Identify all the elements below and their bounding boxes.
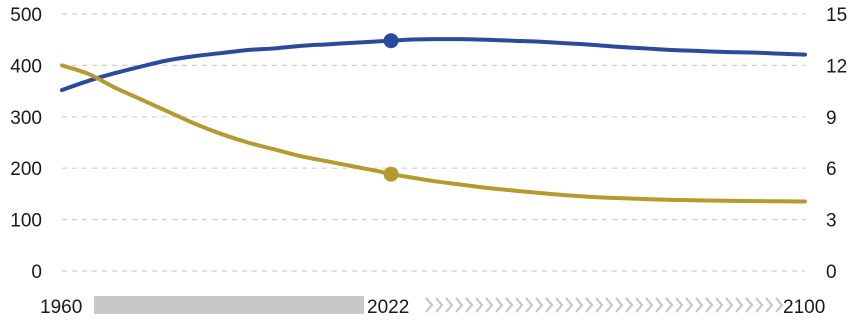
right-tick-label: 12: [826, 56, 847, 77]
timeline-chevron: [485, 297, 494, 313]
series-line-1: [60, 37, 807, 93]
timeline-chevron: [625, 297, 634, 313]
timeline-chevron: [455, 297, 464, 313]
timeline-chevron: [645, 297, 654, 313]
timeline-chevron: [705, 297, 714, 313]
marker-point-2: [383, 166, 399, 182]
right-tick-label: 3: [826, 211, 837, 232]
timeline-chevron: [765, 297, 774, 313]
timeline-chevron: [465, 297, 474, 313]
timeline-chevron: [565, 297, 574, 313]
x-label-end: 2100: [783, 297, 825, 318]
timeline-chevron: [435, 297, 444, 313]
timeline-chevron: [545, 297, 554, 313]
timeline-chevron: [475, 297, 484, 313]
timeline-chevron: [425, 297, 434, 313]
timeline-chevron: [725, 297, 734, 313]
timeline-chevron: [505, 297, 514, 313]
timeline-chevron: [655, 297, 664, 313]
timeline-chevron: [585, 297, 594, 313]
right-tick-label: 0: [826, 262, 837, 283]
timeline-chevron: [675, 297, 684, 313]
left-tick-label: 300: [10, 108, 42, 129]
timeline-chevron: [635, 297, 644, 313]
marker-points: [383, 33, 399, 182]
series-lines: [60, 37, 807, 204]
marker-point-1: [383, 33, 399, 49]
timeline-chevron: [685, 297, 694, 313]
series-line-2: [60, 63, 807, 204]
timeline-chevron: [745, 297, 754, 313]
left-tick-label: 500: [10, 5, 42, 26]
timeline-chevron: [445, 297, 454, 313]
right-tick-label: 9: [826, 108, 837, 129]
left-tick-label: 0: [31, 262, 42, 283]
timeline-chevron: [535, 297, 544, 313]
timeline-chevron: [615, 297, 624, 313]
timeline-chevron: [595, 297, 604, 313]
timeline-chevron: [665, 297, 674, 313]
timeline-chevron: [775, 297, 784, 313]
x-label-start: 1960: [40, 297, 82, 318]
timeline-chevron: [755, 297, 764, 313]
right-tick-label: 6: [826, 159, 837, 180]
timeline-chevron: [555, 297, 564, 313]
timeline-chevron: [715, 297, 724, 313]
timeline-chevron: [605, 297, 614, 313]
timeline-chevron: [495, 297, 504, 313]
left-tick-label: 100: [10, 211, 42, 232]
timeline-past-bar: [94, 296, 364, 314]
right-tick-label: 15: [826, 5, 847, 26]
timeline-bar: [94, 296, 784, 314]
x-label-marker: 2022: [367, 297, 409, 318]
left-tick-label: 200: [10, 159, 42, 180]
right-axis-ticks: 0 3 6 9 12 15: [826, 5, 847, 283]
timeline-chevron: [525, 297, 534, 313]
left-tick-label: 400: [10, 56, 42, 77]
timeline-chevron: [575, 297, 584, 313]
timeline-chevron: [515, 297, 524, 313]
gridlines: [62, 13, 805, 272]
timeline-chevron: [695, 297, 704, 313]
timeline-chevron: [735, 297, 744, 313]
left-axis-ticks: 0 100 200 300 400 500: [10, 5, 42, 283]
